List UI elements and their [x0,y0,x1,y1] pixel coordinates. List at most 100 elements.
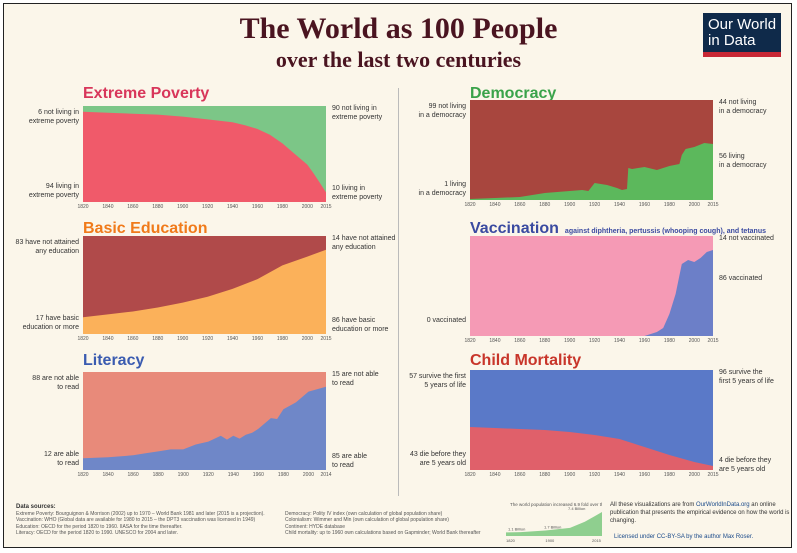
education-tick-label: 1940 [226,336,239,342]
literacy-tick-label: 1980 [277,472,289,478]
literacy-left-top-label-line: to read [57,384,79,391]
education-left-bottom-label-line: education or more [22,324,79,331]
vaccination-chart [470,236,713,336]
democracy-left-bottom-label-line: 1 living [444,181,466,188]
vaccination-tick-label: 1900 [564,338,576,344]
vaccination-title: Vaccination against diphtheria, pertussis… [470,220,766,241]
mortality-left-bottom-label-line: 43 die before they [409,451,466,458]
population-area [506,512,602,536]
literacy-area-are-able-to-read [83,386,326,470]
poverty-tick-label: 2015 [320,204,332,210]
democracy-tick-label: 1900 [564,202,576,208]
democracy-right-bottom-label-line: in a democracy [719,162,767,169]
literacy-left-top-label-line: 88 are not able [32,375,79,382]
owid-logo[interactable]: Our World in Data [703,13,781,57]
education-tick-label: 1880 [152,336,164,342]
literacy-chart [83,372,326,470]
mortality-right-top-label-line: 96 survive the [719,369,763,376]
sources-right: Democracy: Polity IV index (own calculat… [285,511,500,537]
poverty-tick-label: 1840 [102,204,114,210]
vaccination-area-vaccinated [470,250,713,336]
democracy-tick-label: 1920 [589,202,601,208]
source-line: Extreme Poverty: Bourguignon & Morrison … [16,511,265,517]
population-chart: The world population increased 6.9 fold … [506,502,602,543]
democracy-right-top-label: 44 not living in a democracy [719,98,766,116]
education-tick-label: 1920 [202,336,214,342]
literacy-tick-label: 1820 [77,472,89,478]
vaccination-tick-label: 2015 [707,338,719,344]
education-left-top-label: 83 have not attained any education [16,238,79,256]
education-title: Basic Education [83,220,207,238]
democracy-tick-label: 1840 [489,202,501,208]
logo-line-2: in Data [708,32,756,49]
poverty-tick-label: 1920 [202,204,214,210]
literacy-title-text: Literacy [83,352,145,369]
logo-line-1: Our World [708,16,777,33]
poverty-title-text: Extreme Poverty [83,85,210,102]
literacy-tick-label: 1860 [127,472,139,478]
poverty-chart [83,106,326,202]
education-tick-label: 1900 [177,336,189,342]
vaccination-tick-label: 1920 [589,338,601,344]
democracy-right-bottom-label: 56 living in a democracy [719,152,766,170]
education-chart [83,236,326,334]
source-line: Continent: HYDE database [285,523,346,530]
education-tick-label: 2000 [301,336,313,342]
vaccination-left-bottom-label-line: 0 vaccinated [426,317,466,324]
vaccination-tick-label: 1940 [613,338,626,344]
source-line: Vaccination: WHO (Global data are availa… [16,517,256,524]
mortality-tick-label: 2015 [707,472,719,478]
education-tick-label: 1960 [251,336,264,342]
poverty-left-top-label: 6 not living in extreme poverty [29,108,79,126]
democracy-tick-label: 1980 [663,202,675,208]
poverty-area-living-in-extreme-poverty [83,111,326,202]
mortality-left-bottom-label: 43 die before they are 5 years old [410,450,466,468]
education-title-text: Basic Education [83,220,208,237]
literacy-title: Literacy [83,352,144,370]
democracy-title-text: Democracy [470,85,557,102]
vaccination-title-text: Vaccination [470,220,559,237]
poverty-right-top-label-line: 90 not living in [332,105,377,112]
mortality-left-top-label-line: 5 years of life [424,382,466,389]
vaccination-right-bottom-label: 86 vaccinated [719,274,762,283]
license-text: Licensed under CC-BY-SA by the author Ma… [614,534,754,540]
page-title: The World as 100 People [239,12,558,45]
education-right-bottom-label-line: 86 have basic [332,317,376,324]
education-right-top-label-line: any education [332,244,376,251]
democracy-tick-label: 1960 [638,202,651,208]
vaccination-tick-label: 1880 [539,338,551,344]
footer: Data sources: Extreme Poverty: Bourguign… [0,496,797,553]
poverty-right-top-label-line: extreme poverty [332,114,383,121]
credit-prefix: All these visualizations are from [610,502,695,508]
democracy-chart [470,100,713,200]
mortality-right-top-label: 96 survive the first 5 years of life [719,368,774,386]
literacy-tick-label: 1900 [177,472,189,478]
education-tick-label: 2015 [320,336,332,342]
vaccination-tick-label: 1980 [663,338,675,344]
poverty-tick-label: 1900 [177,204,189,210]
column-divider [398,88,399,496]
poverty-tick-label: 1940 [226,204,239,210]
mortality-tick-label: 1820 [464,472,476,478]
education-left-top-label-line: 83 have not attained [15,239,79,246]
democracy-right-top-label-line: 44 not living [719,99,757,106]
democracy-tick-label: 1820 [464,202,476,208]
vaccination-left-bottom-label: 0 vaccinated [427,316,466,325]
literacy-tick-label: 2000 [302,472,315,478]
mortality-tick-label: 1840 [489,472,501,478]
mortality-area-die-before-they-are-5-years-old [470,427,713,470]
education-tick-label: 1980 [276,336,288,342]
mortality-tick-label: 1920 [589,472,601,478]
education-right-bottom-label: 86 have basic education or more [332,316,388,334]
population-value-label: 7.4 Billion [568,506,585,511]
democracy-left-top-label-line: 99 not living [428,103,466,110]
democracy-title: Democracy [470,85,556,103]
mortality-left-bottom-label-line: are 5 years old [419,460,466,467]
poverty-right-bottom-label-line: extreme poverty [332,194,383,201]
poverty-left-bottom-label-line: extreme poverty [28,192,79,199]
poverty-tick-label: 2000 [301,204,313,210]
literacy-right-bottom-label-line: 85 are able [332,453,368,460]
democracy-left-bottom-label-line: in a democracy [418,190,466,197]
owid-link[interactable]: OurWorldInData.org [696,502,750,508]
democracy-left-bottom-label: 1 living in a democracy [419,180,466,198]
